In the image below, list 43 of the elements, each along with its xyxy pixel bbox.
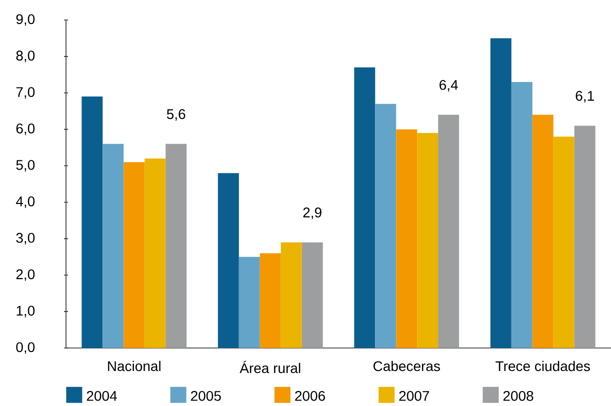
data-label: 5,6: [166, 109, 186, 121]
bar: [218, 173, 239, 348]
bar: [396, 129, 418, 348]
bar: [280, 242, 302, 348]
bar: [574, 126, 596, 348]
bar: [144, 158, 166, 348]
legend-label: 2007: [399, 390, 430, 401]
y-tick-label: 1,0: [16, 306, 35, 318]
x-tick-label: Trece ciudades: [496, 360, 590, 372]
legend-label: 2006: [295, 390, 325, 401]
bar: [417, 132, 438, 348]
bar: [238, 256, 260, 348]
x-tick-label: Nacional: [108, 360, 160, 372]
bar: [82, 96, 103, 348]
bar: [354, 67, 376, 348]
x-tick-label: Cabeceras: [373, 360, 440, 372]
bar: [124, 162, 145, 348]
data-label: 6,1: [576, 90, 594, 102]
y-tick-label: 4,0: [16, 196, 35, 208]
y-tick-label: 5,0: [16, 160, 35, 172]
bar: [375, 104, 396, 348]
y-tick-label: 7,0: [16, 87, 35, 99]
y-tick-label: 9,0: [16, 14, 35, 26]
bar: [532, 114, 554, 348]
y-tick-label: 0,0: [16, 342, 35, 354]
data-label: 2,9: [303, 208, 322, 220]
legend-label: 2004: [86, 390, 117, 401]
bar: [102, 144, 124, 348]
y-tick-label: 6,0: [16, 124, 35, 136]
legend-label: 2005: [191, 390, 221, 401]
bar: [553, 136, 574, 348]
bar: [302, 242, 323, 348]
data-label: 6,4: [440, 80, 458, 92]
y-tick-label: 3,0: [16, 232, 35, 244]
legend-label: 2008: [503, 390, 534, 401]
bar: [438, 114, 460, 348]
y-tick-label: 8,0: [16, 50, 35, 62]
bar: [490, 38, 512, 348]
bar: [166, 144, 187, 348]
bar: [260, 253, 281, 348]
bar: [511, 82, 532, 348]
x-tick-label: Área rural: [240, 360, 300, 374]
y-tick-label: 2,0: [16, 269, 35, 281]
